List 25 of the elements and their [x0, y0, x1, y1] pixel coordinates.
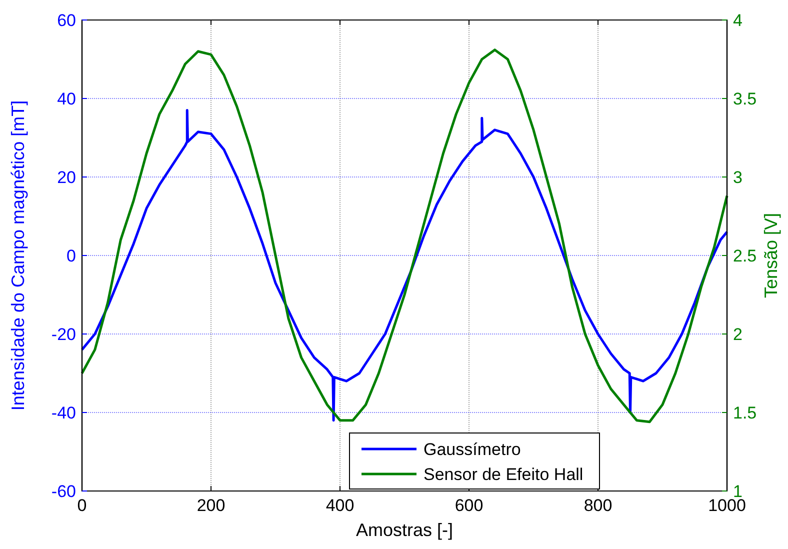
x-tick-label: 800: [584, 496, 612, 515]
y2-axis-title: Tensão [V]: [761, 212, 781, 298]
y-tick-label: -40: [51, 404, 76, 422]
y2-tick-label: 3.5: [733, 90, 757, 108]
y-tick-label: 20: [57, 168, 76, 187]
y-tick-label: 40: [57, 90, 76, 108]
y2-tick-label: 4: [733, 11, 742, 30]
x-tick-label: 1000: [708, 496, 746, 515]
legend-label: Gaussímetro: [424, 440, 521, 459]
y2-tick-label: 1.5: [733, 404, 757, 422]
x-tick-label: 600: [454, 496, 484, 515]
y-tick-label: -60: [51, 482, 76, 501]
y2-tick-label: 2.5: [733, 246, 757, 266]
y2-tick-label: 3: [733, 168, 742, 187]
x-tick-label: 400: [326, 496, 354, 515]
y-tick-label: 0: [66, 246, 76, 266]
legend-label: Sensor de Efeito Hall: [424, 465, 584, 484]
line-series: [80, 109, 728, 422]
y2-tick-label: 2: [733, 325, 742, 344]
y-axis-title: Intensidade do Campo magnético [mT]: [8, 100, 28, 411]
line-series: [80, 48, 728, 424]
x-axis-title: Amostras [-]: [356, 520, 454, 540]
x-tick-label: 200: [196, 496, 226, 515]
y-tick-label: -20: [51, 325, 76, 344]
y-tick-label: 60: [57, 11, 76, 30]
